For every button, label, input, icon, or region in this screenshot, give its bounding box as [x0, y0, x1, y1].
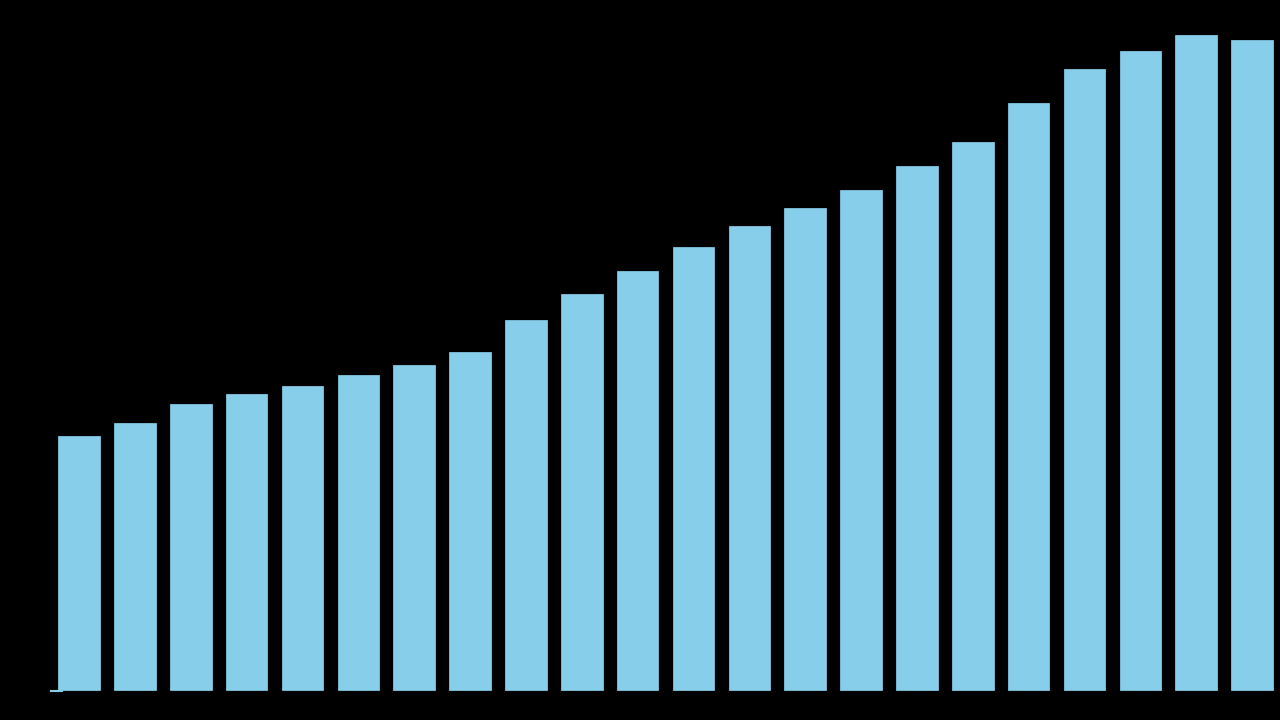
Bar [1007, 102, 1051, 691]
Bar [1175, 34, 1219, 691]
Bar [951, 141, 995, 691]
Bar [393, 364, 436, 691]
Bar [1230, 40, 1274, 691]
Bar [727, 225, 771, 691]
Bar [561, 293, 604, 691]
Bar [337, 374, 380, 691]
Bar [169, 403, 212, 691]
Bar [504, 320, 548, 691]
Bar [840, 189, 883, 691]
Bar [672, 246, 716, 691]
Bar [616, 270, 659, 691]
Bar [113, 421, 156, 691]
Bar [280, 385, 324, 691]
Bar [448, 351, 492, 691]
Bar [783, 207, 827, 691]
Bar [58, 435, 101, 691]
Bar [1119, 50, 1162, 691]
Bar [225, 392, 269, 691]
Bar [1062, 68, 1106, 691]
Bar [895, 165, 938, 691]
